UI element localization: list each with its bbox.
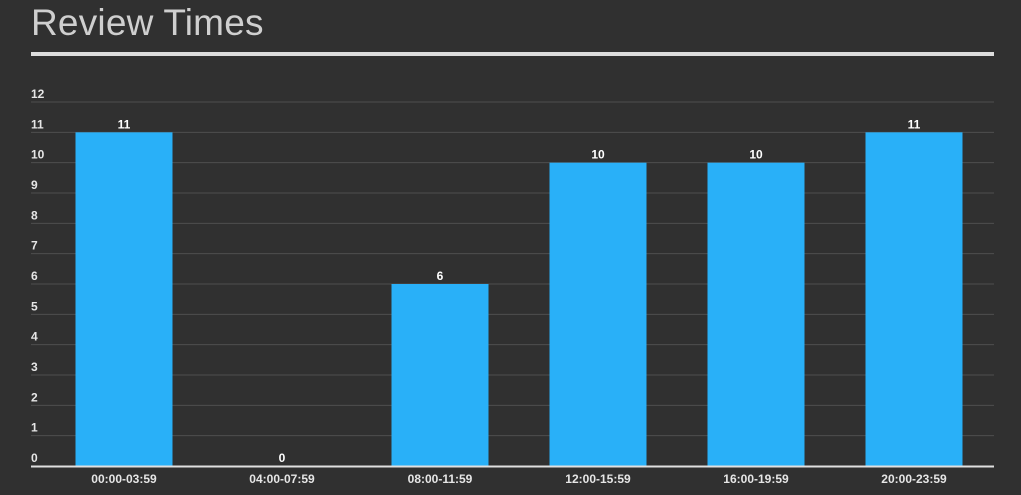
bar-data-label: 6: [437, 269, 444, 283]
y-tick-label: 9: [31, 178, 38, 192]
bar: [75, 132, 173, 467]
y-tick-label: 5: [31, 299, 38, 313]
y-tick-label: 4: [31, 330, 38, 344]
x-tick-label: 04:00-07:59: [249, 472, 315, 486]
y-tick-label: 12: [31, 87, 45, 101]
x-tick-label: 20:00-23:59: [881, 472, 947, 486]
data-labels: 11 0 6 10 10 11: [118, 117, 921, 465]
x-axis-ticks: 00:00-03:59 04:00-07:59 08:00-11:59 12:00-1…: [91, 472, 947, 486]
y-tick-label: 6: [31, 269, 38, 283]
bar-data-label: 0: [279, 451, 286, 465]
bar-data-label: 11: [908, 117, 921, 131]
x-tick-label: 12:00-15:59: [565, 472, 631, 486]
bar: [707, 162, 805, 466]
y-tick-label: 2: [31, 390, 38, 404]
gridlines: [31, 101, 994, 437]
y-tick-label: 8: [31, 208, 38, 222]
x-tick-label: 16:00-19:59: [723, 472, 789, 486]
bar: [391, 284, 489, 466]
bar-data-label: 11: [118, 117, 131, 131]
chart-title: Review Times: [31, 2, 264, 43]
y-tick-label: 11: [31, 117, 44, 131]
y-tick-label: 7: [31, 239, 38, 253]
x-tick-label: 00:00-03:59: [91, 472, 157, 486]
bar: [865, 132, 963, 467]
bar-data-label: 10: [749, 148, 763, 162]
y-tick-label: 10: [31, 148, 45, 162]
y-tick-label: 3: [31, 360, 38, 374]
y-tick-label: 1: [31, 421, 38, 435]
title-underline: [31, 52, 994, 56]
bar-data-label: 10: [591, 148, 605, 162]
bar: [549, 162, 647, 466]
bars: [75, 132, 963, 467]
x-tick-label: 08:00-11:59: [408, 472, 473, 486]
y-tick-label: 0: [31, 451, 38, 465]
